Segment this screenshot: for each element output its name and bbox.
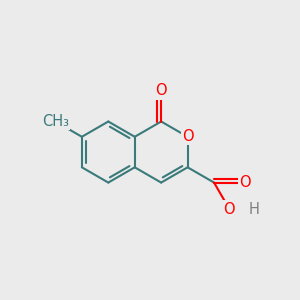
Text: CH₃: CH₃ xyxy=(42,114,69,129)
Text: O: O xyxy=(239,175,250,190)
Text: O: O xyxy=(155,83,167,98)
Text: O: O xyxy=(182,129,194,144)
Text: O: O xyxy=(224,202,235,217)
Text: H: H xyxy=(248,202,259,217)
